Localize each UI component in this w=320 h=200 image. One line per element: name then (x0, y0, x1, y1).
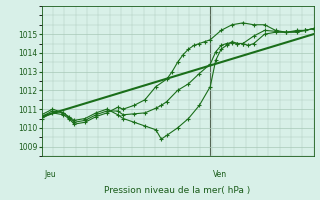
Text: Ven: Ven (213, 170, 227, 179)
Text: Jeu: Jeu (44, 170, 56, 179)
Text: Pression niveau de la mer( hPa ): Pression niveau de la mer( hPa ) (104, 186, 251, 195)
